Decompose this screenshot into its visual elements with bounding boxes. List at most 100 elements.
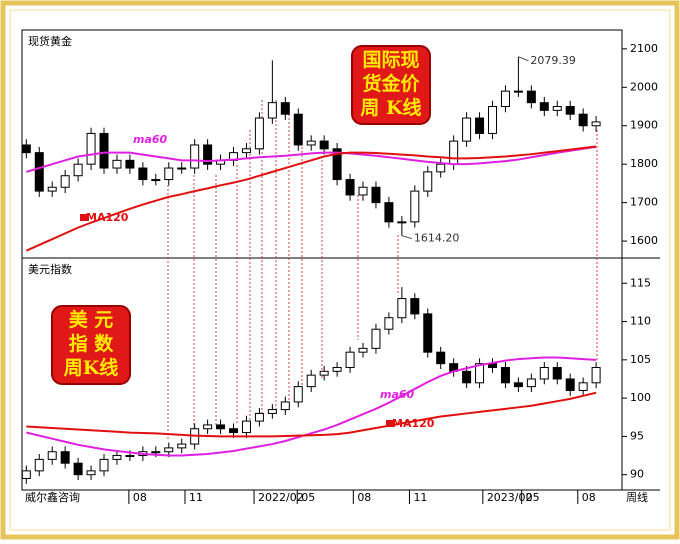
- candle-body: [371, 186, 381, 204]
- candle-body: [436, 163, 446, 173]
- candle-body: [47, 186, 57, 192]
- candle-body: [112, 159, 122, 169]
- badge-text: 货金价: [362, 72, 420, 95]
- candle-body: [86, 132, 96, 165]
- y-tick-label: 115: [630, 276, 651, 289]
- candle-body: [462, 370, 472, 384]
- candle-body: [280, 102, 290, 115]
- candle-body: [151, 451, 161, 454]
- y-tick-label: 90: [630, 468, 644, 481]
- candle-body: [345, 351, 355, 368]
- candle-body: [591, 366, 601, 384]
- candle-body: [164, 447, 174, 453]
- candle-body: [138, 167, 148, 181]
- x-tick-label: 11: [413, 491, 427, 504]
- candle-body: [552, 366, 562, 380]
- badge-box: [351, 45, 431, 125]
- y-tick-label: 1800: [630, 157, 658, 170]
- legend-swatch: [80, 214, 87, 221]
- candle-body: [423, 313, 433, 353]
- candle-body: [34, 458, 44, 472]
- x-tick-label: 08: [357, 491, 371, 504]
- x-tick-label: 05: [526, 491, 540, 504]
- moving-average: [25, 145, 597, 252]
- annotation-leader: [401, 235, 412, 240]
- candle-body: [591, 121, 601, 127]
- badge-text: 国际现: [362, 49, 419, 71]
- x-axis-label: 周线: [626, 490, 648, 504]
- candle-body: [410, 190, 420, 223]
- x-tick-label: 08: [582, 491, 596, 504]
- x-tick-label: 2022/02: [258, 491, 304, 504]
- candle-body: [488, 106, 498, 134]
- frame-inner: [9, 9, 671, 531]
- candle-body: [552, 106, 562, 111]
- candle-body: [60, 175, 70, 188]
- moving-average: [26, 145, 597, 173]
- y-tick-label: 2100: [630, 42, 658, 55]
- candle-body: [332, 148, 342, 181]
- candle-body: [34, 152, 44, 192]
- candle-body: [190, 144, 200, 169]
- candle-body: [319, 370, 329, 376]
- annotation-leader: [518, 56, 529, 62]
- candle-body: [565, 106, 575, 115]
- candle-body: [578, 382, 588, 391]
- candle-body: [306, 374, 316, 388]
- candle-body: [254, 412, 264, 422]
- candle-body: [47, 451, 57, 460]
- candle-body: [99, 458, 109, 472]
- x-tick-label: 2023/02: [487, 491, 533, 504]
- candle-body: [177, 443, 187, 449]
- y-tick-label: 95: [630, 429, 644, 442]
- candle-body: [539, 366, 549, 380]
- candle-body: [319, 140, 329, 150]
- candle-body: [358, 186, 368, 196]
- candle-body: [216, 424, 226, 430]
- candle-body: [164, 167, 174, 181]
- legend-swatch: [386, 420, 393, 427]
- candle-body: [267, 409, 277, 414]
- candle-body: [410, 298, 420, 315]
- candle-body: [151, 179, 161, 182]
- x-tick-label: 05: [301, 491, 315, 504]
- candle-body: [513, 90, 523, 93]
- candle-body: [254, 117, 264, 150]
- candle-body: [60, 451, 70, 464]
- y-tick-label: 100: [630, 391, 651, 404]
- candle-body: [397, 221, 407, 224]
- candle-body: [241, 148, 251, 154]
- candle-body: [203, 424, 213, 430]
- candle-body: [475, 117, 485, 134]
- annotation: 1614.20: [414, 232, 460, 245]
- candle-body: [539, 102, 549, 111]
- badge-text: 周K线: [64, 356, 119, 379]
- badge-box: [51, 305, 131, 385]
- candle-body: [177, 167, 187, 170]
- candle-body: [513, 382, 523, 388]
- candle-body: [345, 179, 355, 196]
- candle-body: [423, 171, 433, 192]
- candle-body: [578, 113, 588, 127]
- source: 威尔鑫咨询: [25, 490, 80, 504]
- candle-body: [280, 401, 290, 411]
- candle-body: [203, 144, 213, 165]
- candle-body: [565, 378, 575, 391]
- y-tick-label: 2000: [630, 80, 658, 93]
- candle-body: [449, 140, 459, 165]
- y-tick-label: 110: [630, 315, 651, 328]
- candle-body: [332, 366, 342, 372]
- badge-text: 指 数: [69, 332, 115, 355]
- candle-body: [267, 102, 277, 119]
- candle-body: [371, 328, 381, 349]
- ma-label: MA120: [86, 211, 129, 224]
- candle-body: [436, 351, 446, 365]
- candle-body: [462, 117, 472, 142]
- candle-body: [526, 90, 536, 104]
- candle-body: [384, 202, 394, 223]
- y-tick-label: 105: [630, 353, 651, 366]
- candle-body: [306, 140, 316, 146]
